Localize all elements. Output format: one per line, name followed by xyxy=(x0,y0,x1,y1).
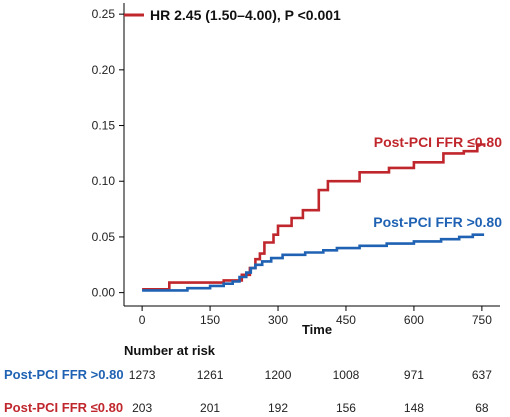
risk-cells: 1273 1261 1200 1008 971 637 203 201 192 156 148 68 xyxy=(129,368,492,415)
risk-cell: 1200 xyxy=(265,368,292,382)
risk-cell: 156 xyxy=(336,401,356,415)
y-tick-label: 0.15 xyxy=(92,119,116,133)
legend-text: HR 2.45 (1.50–4.00), P <0.001 xyxy=(150,7,341,23)
risk-cell: 203 xyxy=(132,401,152,415)
x-tick-label: 750 xyxy=(472,313,492,327)
risk-cell: 1008 xyxy=(333,368,360,382)
risk-cell: 1273 xyxy=(129,368,156,382)
risk-cell: 68 xyxy=(475,401,489,415)
x-tick-label: 450 xyxy=(336,313,356,327)
risk-cell: 1261 xyxy=(197,368,224,382)
y-tick-label: 0.25 xyxy=(92,7,116,21)
risk-table-title: Number at risk xyxy=(124,343,216,358)
risk-table: Number at risk Post-PCI FFR >0.80 Post-P… xyxy=(4,343,492,415)
risk-cell: 637 xyxy=(472,368,492,382)
y-tick-label: 0.20 xyxy=(92,63,116,77)
x-tick-label: 150 xyxy=(200,313,220,327)
x-axis-title: Time xyxy=(302,322,332,337)
risk-cell: 201 xyxy=(200,401,220,415)
risk-cell: 148 xyxy=(404,401,424,415)
legend: HR 2.45 (1.50–4.00), P <0.001 xyxy=(124,7,341,23)
y-tick-label: 0.10 xyxy=(92,174,116,188)
axes: 0.00 0.05 0.10 0.15 0.20 0.25 0 150 300 450 600 750 xyxy=(92,3,500,327)
y-tick-label: 0.00 xyxy=(92,286,116,300)
series-label-ffr-gt-080: Post-PCI FFR >0.80 xyxy=(373,214,502,230)
y-tick-label: 0.05 xyxy=(92,230,116,244)
x-tick-label: 300 xyxy=(268,313,288,327)
risk-row-label-ffr-le-080: Post-PCI FFR ≤0.80 xyxy=(4,400,123,415)
x-tick-label: 600 xyxy=(404,313,424,327)
x-tick-label: 0 xyxy=(139,313,146,327)
risk-cell: 192 xyxy=(268,401,288,415)
series-line-ffr-gt-080 xyxy=(142,233,485,292)
risk-cell: 971 xyxy=(404,368,424,382)
risk-row-label-ffr-gt-080: Post-PCI FFR >0.80 xyxy=(4,367,124,382)
series-lines xyxy=(142,143,486,292)
series-label-ffr-le-080: Post-PCI FFR ≤0.80 xyxy=(374,134,502,150)
